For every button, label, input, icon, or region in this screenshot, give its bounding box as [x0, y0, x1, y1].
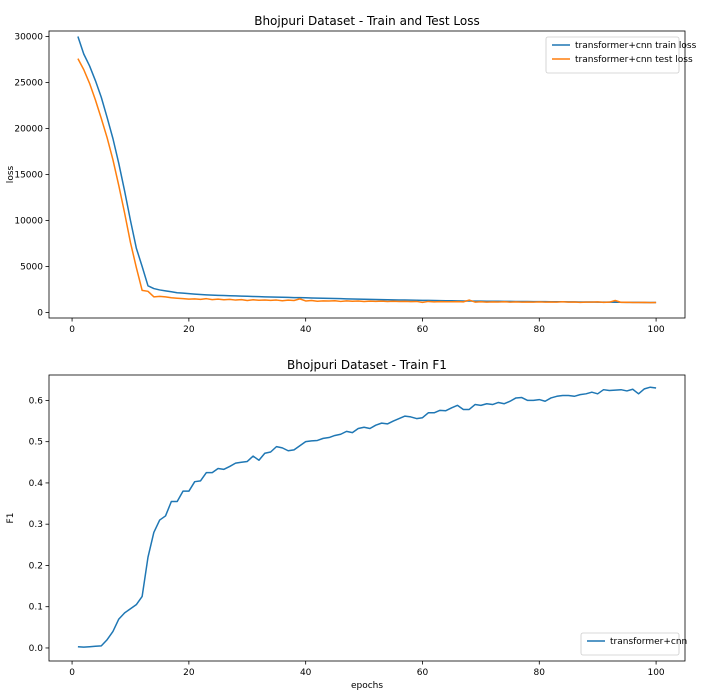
series-line-1 — [77, 36, 657, 304]
y-axis-label: F1 — [6, 513, 16, 524]
x-tick-label: 0 — [69, 325, 75, 335]
y-tick-label: 30000 — [14, 33, 43, 43]
chart-2: Bhojpuri Dataset - Train F1 0 20 40 60 80 100 0… — [6, 358, 687, 691]
legend-label-1: transformer+cnn train loss — [575, 41, 697, 51]
y-tick-label: 0.0 — [29, 644, 44, 654]
x-tick-label: 20 — [183, 325, 195, 335]
legend: transformer+cnn — [580, 632, 687, 656]
x-tick-label: 60 — [417, 325, 429, 335]
legend-box — [545, 36, 680, 74]
x-tick-label: 0 — [69, 668, 75, 678]
legend: transformer+cnn train loss transformer+cn… — [545, 36, 697, 74]
y-tick-label: 0.1 — [29, 603, 43, 613]
y-tick-label: 0.4 — [29, 479, 44, 489]
chart-1: Bhojpuri Dataset - Train and Test Loss 0 2… — [6, 14, 697, 335]
y-tick-label: 20000 — [14, 125, 43, 135]
x-tick-label: 100 — [647, 325, 664, 335]
y-tick-label: 0 — [37, 308, 43, 318]
legend-label-2: transformer+cnn test loss — [575, 55, 693, 65]
y-tick-label: 0.3 — [29, 520, 43, 530]
y-tick-label: 5000 — [20, 262, 43, 272]
legend-box — [580, 632, 680, 656]
y-tick-label: 15000 — [14, 171, 43, 181]
x-tick-label: 20 — [183, 668, 195, 678]
series-line-1 — [77, 386, 657, 648]
y-tick-label: 25000 — [14, 79, 43, 89]
series-line-2 — [77, 58, 657, 304]
y-axis-label: loss — [6, 165, 16, 183]
x-axis-label: epochs — [351, 681, 383, 691]
x-tick-label: 80 — [534, 668, 546, 678]
plot-area — [77, 386, 657, 648]
x-tick-label: 60 — [417, 668, 429, 678]
legend-label-1: transformer+cnn — [610, 637, 687, 647]
y-tick-label: 0.5 — [29, 438, 43, 448]
axes-frame — [48, 374, 686, 662]
x-tick-label: 80 — [534, 325, 546, 335]
y-tick-label: 0.2 — [29, 561, 43, 571]
y-tick-label: 10000 — [14, 216, 43, 226]
x-tick-label: 100 — [647, 668, 664, 678]
chart-title: Bhojpuri Dataset - Train and Test Loss — [254, 14, 480, 28]
y-tick-label: 0.6 — [29, 396, 44, 406]
x-tick-label: 40 — [300, 668, 312, 678]
x-tick-label: 40 — [300, 325, 312, 335]
chart-title: Bhojpuri Dataset - Train F1 — [287, 358, 447, 372]
plot-area — [77, 36, 657, 304]
